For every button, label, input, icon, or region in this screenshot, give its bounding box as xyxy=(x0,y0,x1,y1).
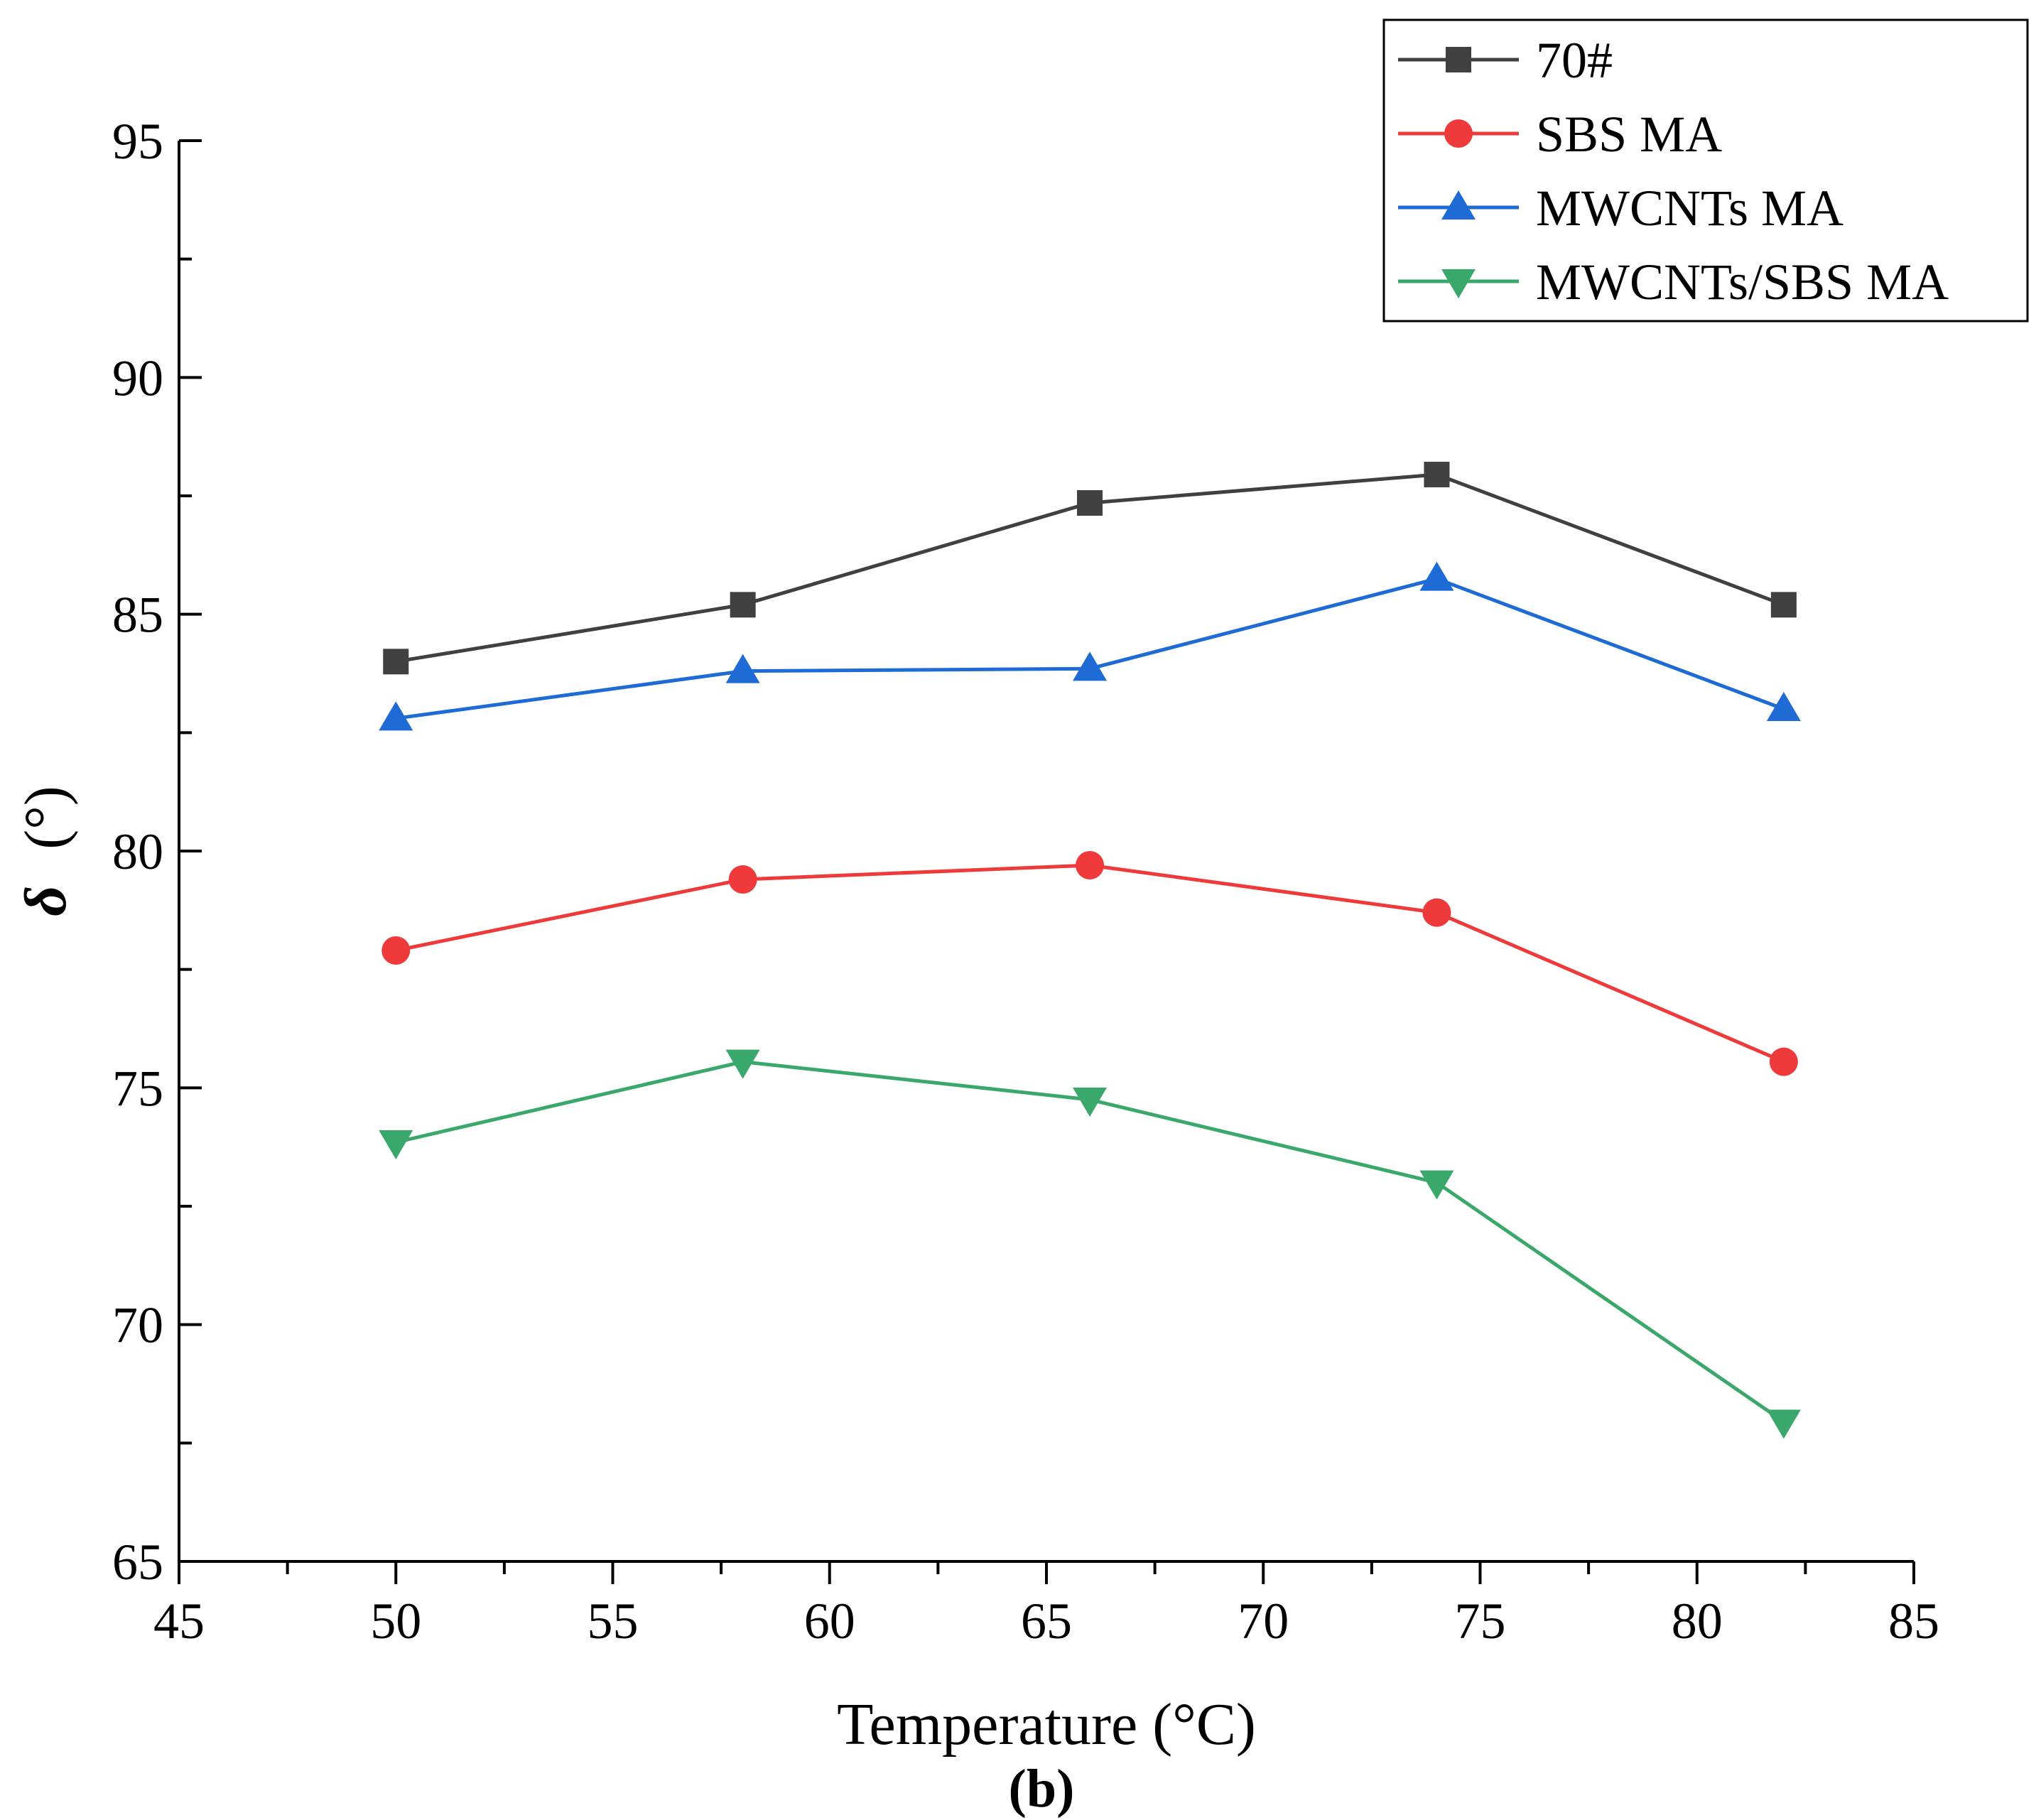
data-point xyxy=(1424,462,1450,487)
x-tick-label: 80 xyxy=(1672,1593,1723,1650)
data-point xyxy=(1073,1088,1108,1117)
legend-entry: MWCNTs MA xyxy=(1398,180,1844,237)
data-point xyxy=(383,649,409,675)
y-tick-label: 90 xyxy=(112,350,163,406)
legend: 70# SBS MA MWCNTs MA MWCNTs/SBS MA xyxy=(1382,18,2029,323)
x-tick-label: 85 xyxy=(1888,1593,1939,1650)
legend-marker xyxy=(1444,119,1473,148)
data-point xyxy=(1766,692,1801,721)
y-tick-label: 70 xyxy=(112,1297,163,1354)
y-ticks: 65 70 75 80 85 90 95 xyxy=(112,113,202,1591)
series-0 xyxy=(383,462,1797,675)
x-tick-label: 45 xyxy=(153,1593,205,1650)
legend-entry: 70# xyxy=(1398,32,1613,89)
series-1 xyxy=(381,851,1798,1076)
data-point xyxy=(379,1130,413,1159)
data-point xyxy=(1077,490,1103,516)
series-line xyxy=(395,863,1785,1063)
data-point xyxy=(379,701,413,731)
series-layer xyxy=(379,462,1801,1439)
legend-marker xyxy=(1446,47,1471,72)
data-point xyxy=(1766,1409,1801,1439)
y-axis-title-unit: (°) xyxy=(13,786,79,850)
data-point xyxy=(1419,1170,1454,1200)
data-point xyxy=(381,936,411,965)
x-tick-label: 50 xyxy=(370,1593,421,1650)
axes xyxy=(178,141,1914,1563)
data-point xyxy=(1770,592,1797,618)
y-tick-label: 95 xyxy=(112,113,163,170)
x-tick-label: 55 xyxy=(588,1593,639,1650)
data-point xyxy=(1422,898,1451,927)
data-point xyxy=(725,654,760,683)
legend-label: SBS MA xyxy=(1536,106,1722,163)
legend-label: 70# xyxy=(1536,32,1613,89)
y-axis-title-symbol: δ xyxy=(13,886,79,916)
figure-caption: (b) xyxy=(1009,1759,1075,1819)
data-point xyxy=(725,1049,760,1079)
svg-text:δ (°): δ (°) xyxy=(13,786,79,916)
x-tick-label: 60 xyxy=(804,1593,855,1650)
x-tick-label: 70 xyxy=(1238,1593,1289,1650)
data-point xyxy=(1769,1047,1798,1076)
x-ticks: 45 50 55 60 65 70 75 80 85 xyxy=(153,1561,1939,1650)
legend-label: MWCNTs MA xyxy=(1536,180,1844,237)
legend-entry: MWCNTs/SBS MA xyxy=(1398,254,1949,310)
y-axis-title: δ (°) xyxy=(13,786,79,916)
y-tick-label: 65 xyxy=(112,1534,163,1591)
legend-box xyxy=(1382,18,2029,323)
y-tick-label: 80 xyxy=(112,823,163,880)
series-3 xyxy=(379,1049,1801,1439)
data-point xyxy=(728,865,757,894)
series-line xyxy=(395,577,1785,720)
legend-marker xyxy=(1441,269,1476,298)
x-tick-label: 65 xyxy=(1021,1593,1072,1650)
x-tick-label: 75 xyxy=(1455,1593,1506,1650)
data-point xyxy=(1076,851,1105,879)
data-point xyxy=(730,592,756,618)
y-tick-label: 85 xyxy=(112,587,163,644)
legend-marker xyxy=(1441,190,1476,220)
data-point xyxy=(1073,651,1108,681)
y-tick-label: 75 xyxy=(112,1060,163,1117)
legend-label: MWCNTs/SBS MA xyxy=(1536,254,1949,310)
legend-entry: SBS MA xyxy=(1398,106,1722,163)
series-2 xyxy=(379,561,1801,731)
x-axis-title: Temperature (°C) xyxy=(837,1691,1256,1757)
data-point xyxy=(1419,561,1454,591)
